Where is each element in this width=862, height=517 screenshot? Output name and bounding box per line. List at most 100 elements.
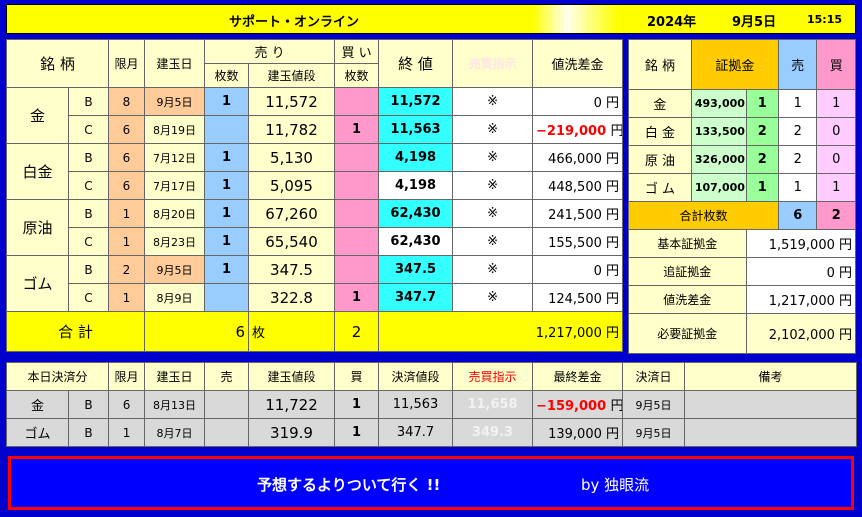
total-diff: 1,217,000 円 xyxy=(378,311,624,352)
position-limit: 8 xyxy=(108,87,145,116)
settled-note xyxy=(684,390,858,419)
banner-author: by 独眼流 xyxy=(581,476,650,494)
diff-value: 466,000 円 xyxy=(532,143,624,172)
settled-header-price: 建玉値段 xyxy=(248,362,336,391)
total-label: 合 計 xyxy=(6,311,145,352)
instruction-mark: ※ xyxy=(452,255,534,284)
settled-note xyxy=(684,418,858,447)
margin-buy: 0 xyxy=(816,145,856,174)
settled-buy: 1 xyxy=(334,418,380,447)
position-class: B xyxy=(68,87,109,116)
summary-label: 値洗差金 xyxy=(628,285,747,314)
sell-count: 1 xyxy=(204,87,249,116)
margin-amount: 107,000 xyxy=(690,173,747,202)
margin-sell: 1 xyxy=(777,89,818,118)
close-price: 347.5 xyxy=(378,255,454,284)
commodity-name: 原油 xyxy=(6,199,69,256)
settled-header-settle-date: 決済日 xyxy=(622,362,686,391)
open-price: 5,130 xyxy=(247,143,336,172)
settled-sell xyxy=(204,418,250,447)
margin-count: 2 xyxy=(745,145,779,174)
settled-date: 8月13日 xyxy=(144,390,206,419)
settled-commodity: 金 xyxy=(6,390,69,419)
summary-label: 必要証拠金 xyxy=(628,313,747,354)
settled-buy: 1 xyxy=(334,390,380,419)
header-issue: 銘 柄 xyxy=(6,39,109,88)
instruction-mark: ※ xyxy=(452,283,534,312)
position-date: 9月5日 xyxy=(144,255,205,284)
instruction-mark: ※ xyxy=(452,87,534,116)
margin-commodity: 原 油 xyxy=(628,145,692,174)
margin-buy: 1 xyxy=(816,173,856,202)
margin-row: 白 金 133,500 2 2 0 xyxy=(628,117,856,146)
position-class: B xyxy=(68,143,109,172)
position-class: B xyxy=(68,199,109,228)
position-limit: 1 xyxy=(108,199,145,228)
diff-value: 155,500 円 xyxy=(532,227,624,256)
header-close: 終 値 xyxy=(378,39,454,88)
summary-row: 必要証拠金 2,102,000 円 xyxy=(628,313,857,354)
settled-settle-price: 347.7 xyxy=(378,418,454,447)
close-price: 62,430 xyxy=(378,227,454,256)
settled-header-buy: 買 xyxy=(334,362,380,391)
total-count-buy: 2 xyxy=(816,201,856,230)
total-buy: 2 xyxy=(334,311,380,352)
buy-count: 1 xyxy=(334,283,380,312)
open-price: 65,540 xyxy=(247,227,336,256)
position-date: 8月19日 xyxy=(144,115,205,144)
margin-header-amount: 証拠金 xyxy=(690,39,779,90)
settled-row: ゴム B 1 8月7日 319.9 1 347.7 349.3 139,000 円 9月5日 xyxy=(6,418,858,447)
position-limit: 1 xyxy=(108,227,145,256)
settled-settle-date: 9月5日 xyxy=(622,390,686,419)
total-count-label: 合計枚数 xyxy=(628,201,779,230)
margin-commodity: 白 金 xyxy=(628,117,692,146)
header-buy: 買 い xyxy=(334,39,380,64)
open-price: 322.8 xyxy=(247,283,336,312)
settled-class: B xyxy=(67,418,110,447)
margin-commodity: ゴ ム xyxy=(628,173,692,202)
diff-value: −219,000 円 xyxy=(532,115,624,144)
margin-amount: 493,000 xyxy=(690,89,747,118)
buy-count xyxy=(334,87,380,116)
summary-label: 基本証拠金 xyxy=(628,229,747,258)
sell-count: 1 xyxy=(204,143,249,172)
settled-header-note: 備考 xyxy=(684,362,858,391)
position-limit: 6 xyxy=(108,143,145,172)
summary-row: 値洗差金 1,217,000 円 xyxy=(628,285,857,314)
trade-instruction-button[interactable]: 売買指示 xyxy=(452,39,534,88)
margin-commodity: 金 xyxy=(628,89,692,118)
close-price: 4,198 xyxy=(378,171,454,200)
open-price: 11,572 xyxy=(247,87,336,116)
position-row: 原油 B 1 8月20日 1 67,260 62,430 ※ 241,500 円 xyxy=(6,199,624,256)
position-date: 7月12日 xyxy=(144,143,205,172)
close-price: 4,198 xyxy=(378,143,454,172)
margin-row: ゴ ム 107,000 1 1 1 xyxy=(628,173,856,202)
margin-buy: 1 xyxy=(816,89,856,118)
settled-header-settle-price: 決済値段 xyxy=(378,362,454,391)
position-limit: 6 xyxy=(108,171,145,200)
date: 9月5日 xyxy=(732,15,777,30)
diff-value: 124,500 円 xyxy=(532,283,624,312)
position-class: C xyxy=(68,227,109,256)
summary-value: 1,217,000 円 xyxy=(745,285,857,314)
sell-count: 1 xyxy=(204,199,249,228)
settled-header-instruction: 売買指示 xyxy=(452,362,534,391)
message-banner: 予想するよりついて行く !! by 独眼流 xyxy=(8,456,854,510)
settled-settle-price: 11,563 xyxy=(378,390,454,419)
commodity-name: ゴム xyxy=(6,255,69,312)
settled-settle-date: 9月5日 xyxy=(622,418,686,447)
summary-value: 0 円 xyxy=(745,257,857,286)
close-price: 62,430 xyxy=(378,199,454,228)
summary-label: 追証拠金 xyxy=(628,257,747,286)
margin-sell: 1 xyxy=(777,173,818,202)
settled-sell xyxy=(204,390,250,419)
settled-final-diff: 139,000 円 xyxy=(532,418,624,447)
position-limit: 6 xyxy=(108,115,145,144)
settled-table: 本日決済分 限月 建玉日 売 建玉値段 買 決済値段 売買指示 最終差金 決済日… xyxy=(5,362,858,447)
settled-header-date: 建玉日 xyxy=(144,362,206,391)
close-price: 11,563 xyxy=(378,115,454,144)
position-row: C 6 7月17日 1 5,095 4,198 ※ 448,500 円 xyxy=(7,171,624,200)
buy-count xyxy=(334,199,380,228)
commodity-name: 白金 xyxy=(6,143,69,200)
total-count-sell: 6 xyxy=(777,201,818,230)
